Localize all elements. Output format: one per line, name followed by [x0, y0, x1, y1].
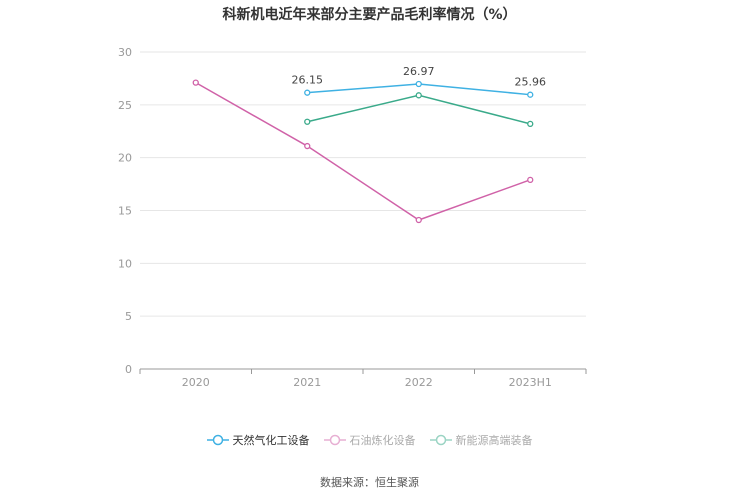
line-chart: 0 5 10 15 20 25 30 2020 2021 2022 2023H1 26.15 26.97…	[118, 46, 587, 389]
data-point	[527, 176, 534, 184]
y-tick-label: 0	[125, 363, 132, 376]
series-line-2	[307, 94, 531, 125]
legend: 天然气化工设备 石油炼化设备 新能源高端装备	[0, 432, 739, 448]
data-label: 26.97	[403, 65, 435, 78]
legend-item[interactable]: 石油炼化设备	[323, 432, 416, 448]
legend-label: 天然气化工设备	[232, 434, 310, 447]
data-point	[415, 80, 422, 88]
x-tick-label: 2023H1	[509, 376, 552, 389]
data-point	[415, 216, 422, 224]
x-tick-label: 2022	[405, 376, 433, 389]
legend-label: 石油炼化设备	[349, 434, 416, 447]
series-line-1	[195, 81, 531, 221]
y-tick-label: 25	[118, 99, 132, 112]
legend-label: 新能源高端装备	[455, 434, 533, 447]
data-label: 26.15	[292, 74, 324, 87]
y-tick-label: 30	[118, 46, 132, 59]
data-source: 数据来源：恒生聚源	[320, 476, 419, 489]
data-point	[415, 92, 422, 99]
data-point	[527, 91, 534, 98]
x-tick-label: 2020	[182, 376, 210, 389]
chart-title: 科新机电近年来部分主要产品毛利率情况（%）	[222, 7, 517, 23]
legend-circle-icon	[206, 434, 229, 446]
data-point	[304, 89, 311, 96]
data-label: 25.96	[515, 76, 547, 89]
y-tick-label: 5	[125, 310, 132, 323]
y-tick-label: 20	[118, 152, 132, 165]
legend-circle-icon	[429, 434, 452, 446]
y-tick-label: 10	[118, 257, 132, 270]
legend-item[interactable]: 新能源高端装备	[429, 432, 533, 448]
data-point	[192, 79, 199, 86]
data-point	[304, 118, 311, 125]
legend-circle-icon	[323, 434, 346, 446]
y-tick-label: 15	[118, 205, 132, 218]
x-tick-label: 2021	[293, 376, 321, 389]
legend-item[interactable]: 天然气化工设备	[206, 432, 310, 448]
data-point	[527, 120, 534, 128]
data-point	[304, 142, 311, 150]
